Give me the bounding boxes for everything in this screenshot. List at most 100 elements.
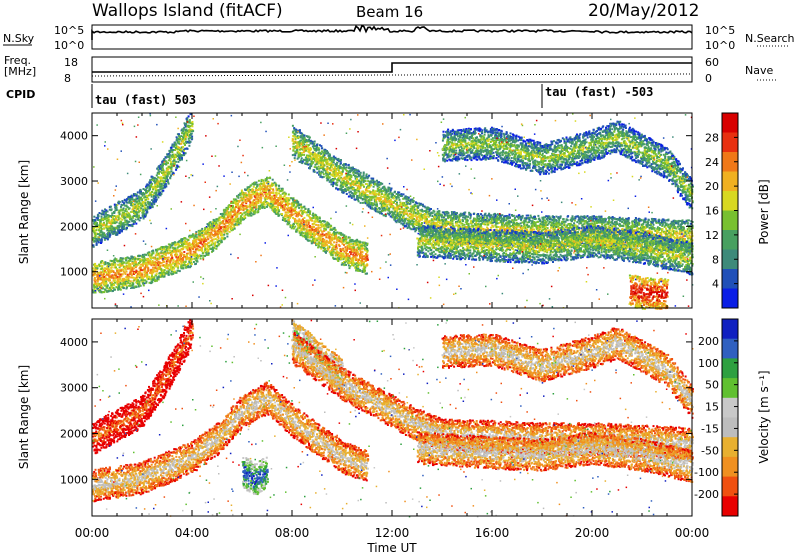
power-pixel <box>302 232 304 234</box>
power-pixel <box>124 272 126 274</box>
power-pixel <box>212 250 214 252</box>
power-pixel <box>167 162 169 164</box>
power-pixel <box>120 280 122 282</box>
power-pixel <box>361 251 363 253</box>
power-pixel <box>135 211 137 213</box>
power-pixel <box>139 219 141 221</box>
power-pixel <box>200 255 202 257</box>
power-pixel <box>287 209 289 211</box>
power-pixel <box>335 235 337 237</box>
freq-trace <box>92 63 692 72</box>
power-pixel <box>214 220 216 222</box>
power-pixel <box>165 254 167 256</box>
power-pixel <box>117 276 119 278</box>
power-pixel <box>269 186 271 188</box>
power-pixel <box>275 184 277 186</box>
power-pixel <box>194 251 196 253</box>
power-pixel <box>296 229 298 231</box>
power-pixel <box>169 155 171 157</box>
power-pixel <box>256 204 258 206</box>
power-pixel <box>106 222 108 224</box>
power-pixel <box>364 268 366 270</box>
power-pixel <box>187 249 189 251</box>
power-pixel <box>203 234 205 236</box>
power-pixel <box>272 184 274 186</box>
power-pixel <box>146 262 148 264</box>
power-pixel <box>100 268 102 270</box>
power-pixel <box>354 249 356 251</box>
power-pixel <box>157 169 159 171</box>
power-pixel <box>162 190 164 192</box>
power-pixel <box>164 269 166 271</box>
nsky-tick-bottom: 10^0 <box>54 39 84 52</box>
power-pixel <box>190 252 192 254</box>
power-pixel <box>245 201 247 203</box>
power-pixel <box>148 251 150 253</box>
power-pixel <box>226 236 228 238</box>
power-pixel <box>195 239 197 241</box>
power-pixel <box>120 275 122 277</box>
power-pixel <box>113 212 115 214</box>
power-pixel <box>175 266 177 268</box>
power-pixel <box>324 248 326 250</box>
power-pixel <box>174 241 176 243</box>
power-pixel <box>259 208 261 210</box>
power-pixel <box>335 244 337 246</box>
power-pixel <box>100 242 102 244</box>
power-pixel <box>365 273 367 275</box>
power-pixel <box>240 222 242 224</box>
power-pixel <box>252 189 254 191</box>
power-pixel <box>215 226 217 228</box>
power-pixel <box>154 279 156 281</box>
power-pixel <box>145 202 147 204</box>
power-pixel <box>329 232 331 234</box>
power-pixel <box>211 244 213 246</box>
power-pixel <box>325 235 327 237</box>
power-pixel <box>344 246 346 248</box>
power-pixel <box>366 254 368 256</box>
power-pixel <box>191 263 193 265</box>
power-pixel <box>168 252 170 254</box>
power-pixel <box>355 258 357 260</box>
power-pixel <box>142 254 144 256</box>
power-pixel <box>110 209 112 211</box>
power-pixel <box>143 205 145 207</box>
power-pixel <box>169 151 171 153</box>
power-pixel <box>176 263 178 265</box>
power-pixel <box>248 200 250 202</box>
power-pixel <box>140 207 142 209</box>
power-pixel <box>287 205 289 207</box>
power-pixel <box>118 216 120 218</box>
power-pixel <box>113 284 115 286</box>
power-pixel <box>127 206 129 208</box>
power-pixel <box>170 158 172 160</box>
power-pixel <box>313 226 315 228</box>
power-pixel <box>122 257 124 259</box>
power-pixel <box>92 244 94 246</box>
power-pixel <box>120 269 122 271</box>
power-pixel <box>186 254 188 256</box>
power-pixel <box>336 242 338 244</box>
power-pixel <box>263 182 265 184</box>
power-pixel <box>105 263 107 265</box>
power-pixel <box>128 221 130 223</box>
power-pixel <box>231 227 233 229</box>
power-pixel <box>363 261 365 263</box>
power-pixel <box>145 199 147 201</box>
power-pixel <box>280 207 282 209</box>
power-pixel <box>208 229 210 231</box>
power-pixel <box>162 168 164 170</box>
power-pixel <box>214 243 216 245</box>
power-pixel <box>161 166 163 168</box>
power-pixel <box>228 228 230 230</box>
power-pixel <box>227 230 229 232</box>
power-pixel <box>190 243 192 245</box>
power-pixel <box>171 166 173 168</box>
power-pixel <box>311 226 313 228</box>
power-pixel <box>312 213 314 215</box>
power-pixel <box>155 249 157 251</box>
power-pixel <box>103 222 105 224</box>
power-pixel <box>195 263 197 265</box>
power-pixel <box>272 179 274 181</box>
power-pixel <box>196 253 198 255</box>
